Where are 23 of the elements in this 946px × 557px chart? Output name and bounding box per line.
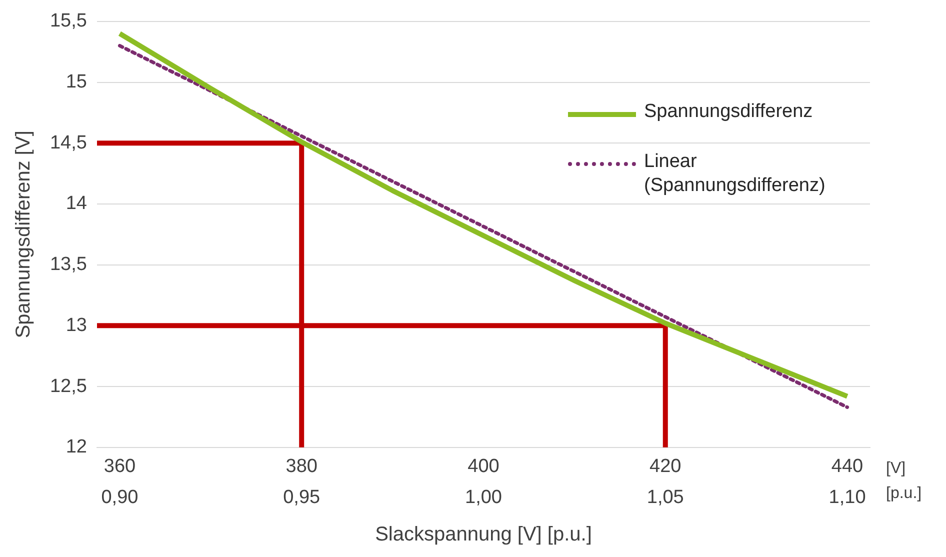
- legend-label: Spannungsdifferenz: [644, 100, 813, 124]
- x-tick-label: 400: [468, 456, 500, 478]
- y-tick-label: 12,5: [50, 376, 87, 397]
- y-tick-label: 12: [66, 436, 87, 458]
- y-axis-title: Spannungsdifferenz [V]: [12, 130, 35, 338]
- x2-tick-label: 1,05: [646, 486, 684, 508]
- x-tick-label: 360: [104, 456, 136, 478]
- x2-tick-label: 1,00: [465, 486, 502, 508]
- x2-tick-label: 1,10: [828, 486, 866, 508]
- y-tick-label: 14: [66, 193, 88, 214]
- y-tick-label: 14,5: [50, 132, 87, 154]
- x-tick-label: 380: [286, 456, 318, 478]
- y-tick-label: 15: [66, 71, 87, 92]
- y-tick-label: 13,5: [50, 254, 87, 276]
- legend-label: Linear (Spannungsdifferenz): [644, 150, 826, 198]
- x2-tick-label: 0,90: [101, 486, 138, 508]
- x-tick-label: 420: [650, 456, 682, 478]
- x-tick-label: 440: [831, 456, 864, 478]
- x2-tick-label: 0,95: [283, 486, 320, 508]
- y-tick-label: 13: [66, 314, 87, 336]
- y-tick-label: 15,5: [50, 10, 87, 32]
- text: [V] [p.u.]: [886, 459, 922, 504]
- x-axis-title: Slackspannung [V] [p.u.]: [375, 524, 592, 546]
